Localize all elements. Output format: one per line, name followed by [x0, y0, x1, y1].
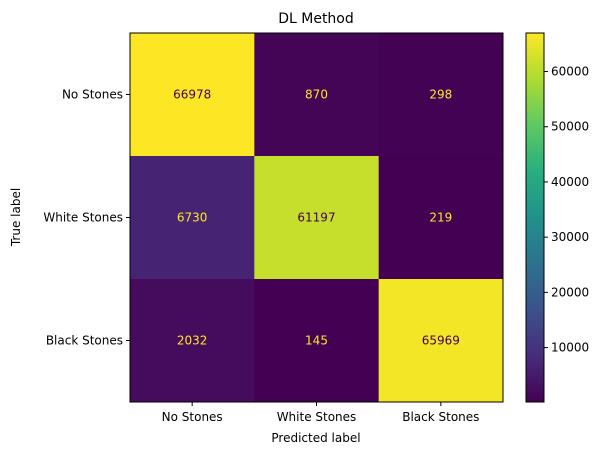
cell-value-label: 61197	[297, 211, 335, 225]
y-axis-ticks: No Stones White Stones Black Stones	[43, 88, 130, 348]
heatmap-cell	[254, 279, 380, 403]
colorbar	[525, 32, 545, 403]
cell-value-label: 219	[429, 211, 452, 225]
colorbar-tick-label: 60000	[551, 65, 589, 79]
cell-value-labels: 66978 870 298 6730 61197 219 2032 145 65969	[173, 88, 460, 348]
y-tick-label: White Stones	[43, 211, 123, 225]
cell-value-label: 145	[305, 334, 328, 348]
colorbar-tick-label: 50000	[551, 120, 589, 134]
heatmap-cell	[378, 156, 504, 280]
heatmap-cells	[130, 33, 504, 403]
cell-value-label: 2032	[177, 334, 208, 348]
colorbar-tick-label: 40000	[551, 175, 589, 189]
cell-value-label: 6730	[177, 211, 208, 225]
heatmap-cell	[254, 33, 380, 157]
heatmap-cell	[254, 156, 380, 280]
heatmap-cell	[130, 156, 255, 280]
y-axis-label: True label	[9, 188, 23, 247]
heatmap-cell	[378, 33, 504, 157]
cell-value-label: 65969	[422, 334, 460, 348]
cell-value-label: 870	[305, 88, 328, 102]
colorbar-tick-label: 30000	[551, 230, 589, 244]
x-axis-ticks: No Stones White Stones Black Stones	[162, 402, 479, 424]
x-axis-label: Predicted label	[271, 431, 360, 445]
chart-title: DL Method	[278, 11, 354, 27]
x-tick-label: White Stones	[277, 410, 357, 424]
heatmap-cell	[130, 279, 255, 403]
heatmap-cell	[378, 279, 504, 403]
colorbar-ticks: 10000 20000 30000 40000 50000 60000	[544, 65, 589, 355]
heatmap-cell	[130, 33, 255, 157]
y-tick-label: Black Stones	[46, 334, 123, 348]
cell-value-label: 66978	[173, 88, 211, 102]
colorbar-tick-label: 10000	[551, 341, 589, 355]
x-tick-label: Black Stones	[402, 410, 479, 424]
cell-value-label: 298	[429, 88, 452, 102]
colorbar-tick-label: 20000	[551, 285, 589, 299]
x-tick-label: No Stones	[162, 410, 223, 424]
y-tick-label: No Stones	[62, 88, 123, 102]
